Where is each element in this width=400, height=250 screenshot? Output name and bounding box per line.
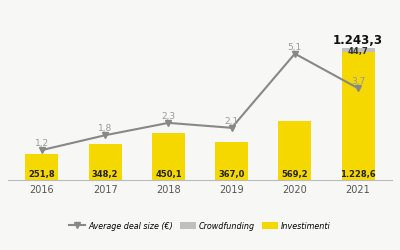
Text: 1,8: 1,8 <box>98 124 112 133</box>
Text: 3,7: 3,7 <box>351 77 365 86</box>
Text: 348,2: 348,2 <box>92 169 118 178</box>
Bar <box>215 142 248 180</box>
Text: 450,1: 450,1 <box>155 169 182 178</box>
Text: 569,2: 569,2 <box>282 169 308 178</box>
Text: 251,8: 251,8 <box>28 169 55 178</box>
Text: 367,0: 367,0 <box>218 169 245 178</box>
Text: 2,1: 2,1 <box>224 116 239 126</box>
Bar <box>342 53 374 180</box>
Text: 1.228,6: 1.228,6 <box>340 169 376 178</box>
Text: 1,2: 1,2 <box>35 138 49 147</box>
Text: 44,7: 44,7 <box>348 46 368 55</box>
Bar <box>89 144 122 180</box>
Text: 2,3: 2,3 <box>161 112 176 120</box>
Bar <box>26 154 58 180</box>
Legend: Average deal size (€), Crowdfunding, Investimenti: Average deal size (€), Crowdfunding, Inv… <box>66 218 334 234</box>
Text: 1.243,3: 1.243,3 <box>333 34 383 47</box>
Text: 5,1: 5,1 <box>288 42 302 51</box>
Bar <box>342 48 374 53</box>
Bar <box>278 121 311 180</box>
Bar <box>152 134 185 180</box>
